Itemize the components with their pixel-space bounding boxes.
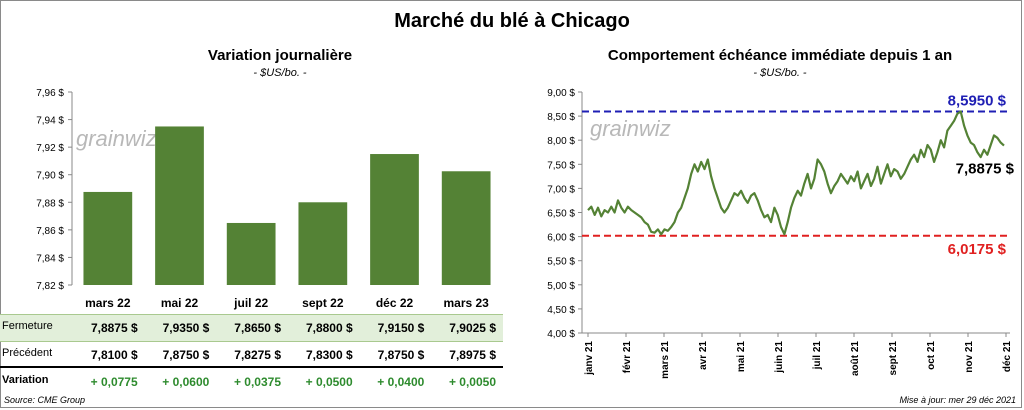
y-tick-label: 5,00 $ [547,281,575,292]
y-tick-label: 8,00 $ [547,136,575,147]
y-tick-label: 7,50 $ [547,160,575,171]
max-label: 8,5950 $ [948,93,1007,110]
x-tick-label: mars 21 [660,341,671,379]
line-chart: grainwiz 4,00 $ 4,50 $ 5,00 $ 5,50 $ 6,00 $ 6… [547,88,1015,379]
bar [226,222,276,285]
x-tick-label: juil 22 [233,296,268,310]
fermeture-value: 7,8650 $ [234,321,281,335]
x-tick-label: mars 22 [85,296,131,310]
update-note: Mise à jour: mer 29 déc 2021 [899,395,1016,405]
bar-chart-watermark: grainwiz [76,126,157,151]
variation-value: + 0,0400 [377,375,425,389]
precedent-value: 7,8750 $ [377,348,425,362]
y-tick-label: 7,90 $ [36,171,64,182]
x-tick-label: mars 23 [443,296,489,310]
x-tick-label: déc 21 [1002,341,1013,373]
y-tick-label: 7,86 $ [36,226,64,237]
bar [441,171,491,285]
fermeture-row [0,314,503,342]
fermeture-label: Fermeture [2,320,53,332]
y-tick-label: 7,82 $ [36,281,64,292]
y-tick-label: 6,00 $ [547,233,575,244]
min-label: 6,0175 $ [948,241,1007,258]
x-tick-label: sept 22 [302,296,344,310]
x-tick-label: déc 22 [376,296,414,310]
variation-value: + 0,0500 [305,375,353,389]
x-tick-label: nov 21 [964,341,975,373]
fermeture-value: 7,8800 $ [305,321,353,335]
x-tick-label: févr 21 [622,341,633,374]
x-tick-label: juin 21 [774,341,785,374]
precedent-value: 7,8975 $ [449,348,496,362]
bar-chart: grainwiz 7,82 $ 7,84 $ 7,86 $ 7,88 $ 7,90 $ 7… [36,88,491,310]
y-tick-label: 7,00 $ [547,184,575,195]
table-divider [0,366,503,368]
precedent-value: 7,8750 $ [162,348,210,362]
precedent-value: 7,8275 $ [234,348,281,362]
last-value-label: 7,8875 $ [956,161,1015,178]
price-line [587,110,1005,236]
variation-value: + 0,0050 [448,375,496,389]
x-tick-label: avr 21 [698,341,709,370]
x-tick-label: oct 21 [926,341,937,370]
right-panel-subtitle: - $US/bo. - [753,67,807,79]
left-panel-title: Variation journalière [207,47,353,64]
x-tick-label: mai 21 [736,341,747,373]
variation-value: + 0,0375 [233,375,281,389]
y-tick-label: 6,50 $ [547,209,575,220]
main-title: Marché du blé à Chicago [394,10,630,32]
precedent-value: 7,8300 $ [305,348,353,362]
x-tick-label: mai 22 [161,296,199,310]
source-note: Source: CME Group [4,395,86,405]
x-tick-label: juil 21 [812,341,823,371]
bar [298,202,348,285]
x-tick-label: janv 21 [584,341,595,376]
y-tick-label: 7,84 $ [36,253,64,264]
variation-value: + 0,0775 [90,375,138,389]
fermeture-value: 7,9350 $ [162,321,210,335]
precedent-value: 7,8100 $ [90,348,138,362]
variation-value: + 0,0600 [162,375,210,389]
bar [370,154,419,285]
y-tick-label: 7,96 $ [36,88,64,99]
fermeture-value: 7,9150 $ [377,321,425,335]
y-tick-label: 9,00 $ [547,88,575,99]
precedent-label: Précédent [2,347,53,359]
bar [155,126,204,285]
left-panel-subtitle: - $US/bo. - [253,67,307,79]
right-panel-title: Comportement échéance immédiate depuis 1… [607,47,953,64]
y-tick-label: 5,50 $ [547,257,575,268]
y-tick-label: 4,50 $ [547,305,575,316]
y-tick-label: 4,00 $ [547,329,575,340]
fermeture-value: 7,8875 $ [90,321,138,335]
y-tick-label: 8,50 $ [547,112,575,123]
x-tick-label: août 21 [850,341,861,376]
line-chart-watermark: grainwiz [590,116,671,141]
x-tick-label: sept 21 [888,341,899,376]
y-tick-label: 7,92 $ [36,143,64,154]
variation-label: Variation [2,374,49,386]
y-tick-label: 7,88 $ [36,198,64,209]
fermeture-value: 7,9025 $ [449,321,496,335]
bar [83,191,133,285]
y-tick-label: 7,94 $ [36,116,64,127]
